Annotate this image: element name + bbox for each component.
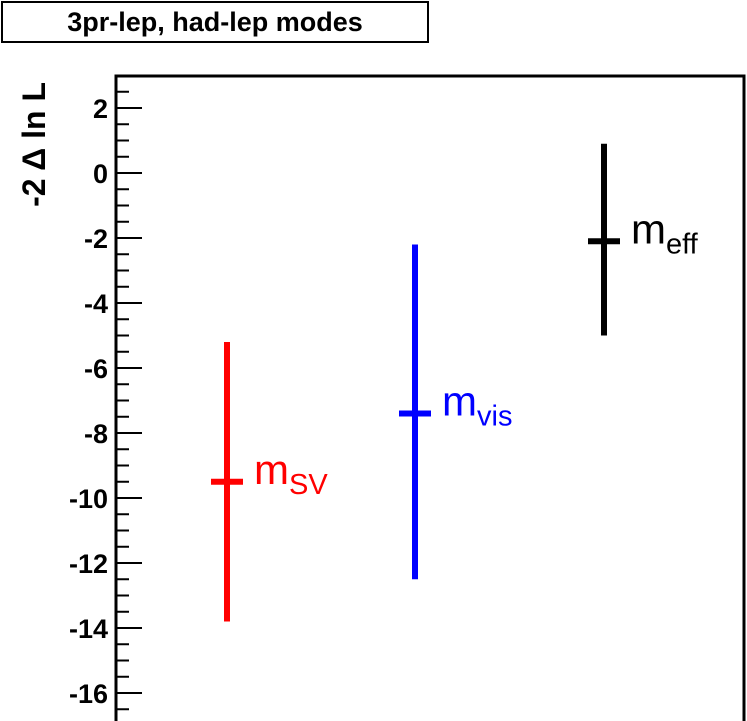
data-point-vis: mvis — [399, 244, 512, 580]
point-label: mvis — [442, 378, 512, 433]
point-label-subscript: SV — [289, 469, 328, 501]
y-tick-label: -6 — [84, 354, 108, 384]
point-label: mSV — [254, 446, 328, 501]
chart-title: 3pr-lep, had-lep modes — [67, 7, 363, 37]
point-label-subscript: eff — [666, 228, 699, 260]
y-axis-ticks — [116, 90, 142, 711]
y-tick-label: 0 — [93, 159, 108, 189]
point-label: meff — [631, 205, 699, 260]
data-point-eff: meff — [588, 143, 699, 336]
y-tick-label: -8 — [84, 419, 108, 449]
title-frame — [1, 1, 429, 43]
data-point-SV: mSV — [211, 342, 328, 622]
y-tick-label: 2 — [93, 94, 108, 124]
y-tick-label: -16 — [69, 679, 108, 709]
point-label-base: m — [254, 446, 289, 493]
y-tick-label: -14 — [69, 614, 108, 644]
y-tick-label: -2 — [84, 224, 108, 254]
y-axis-label: -2 Δ ln L — [16, 82, 52, 207]
title-box: 3pr-lep, had-lep modes — [1, 1, 429, 43]
y-tick-label: -12 — [69, 549, 108, 579]
y-tick-label: -4 — [84, 289, 108, 319]
plot-frame — [114, 74, 746, 721]
point-label-base: m — [631, 205, 666, 252]
y-tick-labels: 2 0 -2 -4 -6 -8 -10 -12 -14 -16 — [69, 94, 108, 709]
y-tick-label: -10 — [69, 484, 108, 514]
point-label-base: m — [442, 378, 477, 425]
point-label-subscript: vis — [477, 401, 512, 433]
